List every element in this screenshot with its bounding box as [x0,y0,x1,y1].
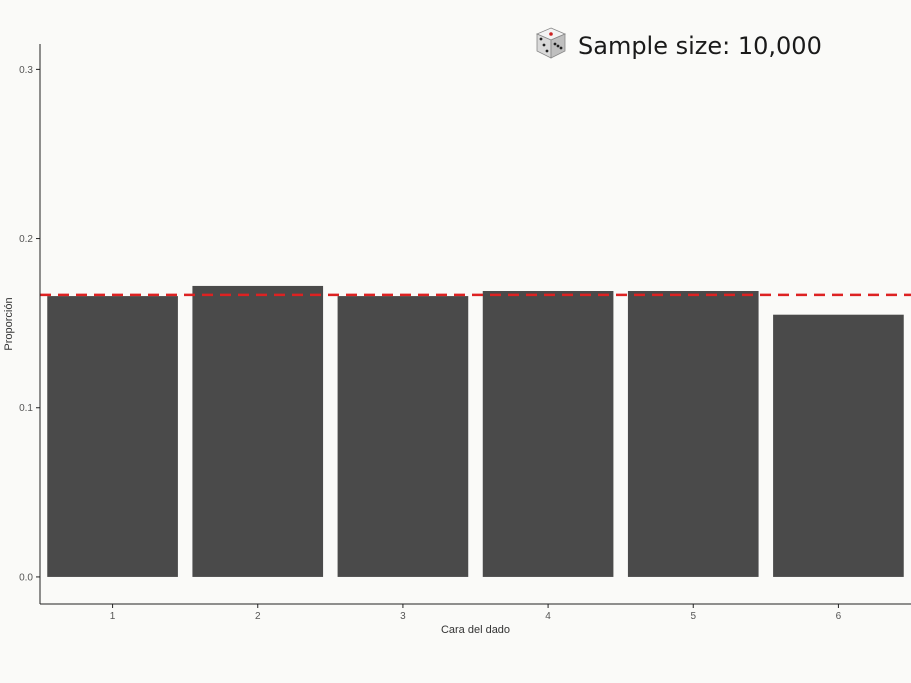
bar-face-4 [482,291,614,577]
y-tick-label: 0.1 [19,403,33,414]
x-tick-label: 3 [400,611,406,622]
sample-size-label: Sample size: 10,000 [578,32,822,60]
x-tick-label: 1 [110,611,116,622]
dice-icon [534,26,568,66]
y-tick-label: 0.0 [19,572,33,583]
x-tick-label: 6 [836,611,842,622]
x-tick-label: 5 [690,611,696,622]
bar-face-1 [47,296,178,577]
sample-size-banner: Sample size: 10,000 [534,26,822,66]
x-tick-label: 2 [255,611,261,622]
y-ticks: 0.0 0.1 0.2 0.3 [19,65,40,583]
y-tick-label: 0.2 [19,234,33,245]
bar-face-2 [192,285,324,577]
x-ticks: 1 2 3 4 5 6 [110,604,842,622]
bar-face-6 [773,314,904,577]
x-tick-label: 4 [545,611,551,622]
x-axis-title: Cara del dado [441,624,510,636]
bar-face-5 [627,291,759,577]
bar-face-3 [337,296,469,577]
bars-layer [47,285,904,577]
y-tick-label: 0.3 [19,65,33,76]
y-axis-title: Proporción [3,297,15,350]
axes [39,44,911,605]
